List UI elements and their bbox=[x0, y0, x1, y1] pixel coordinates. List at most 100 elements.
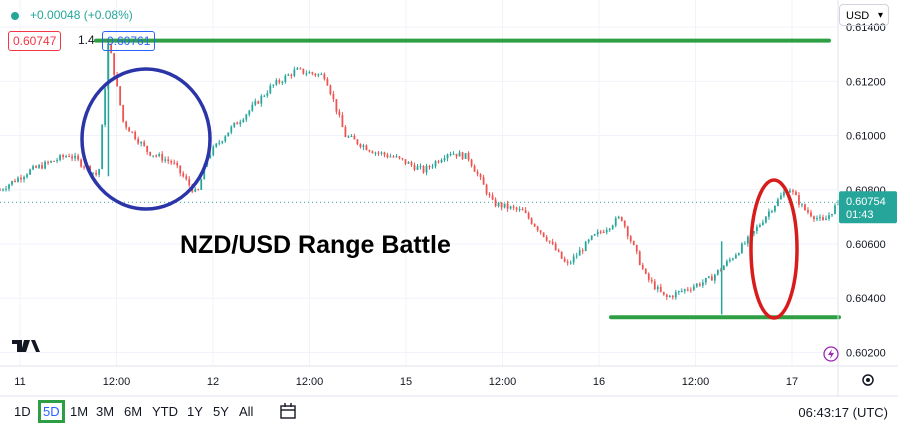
candle-body bbox=[176, 162, 179, 166]
candle-body bbox=[569, 262, 572, 264]
candle-body bbox=[599, 231, 602, 233]
x-tick-label: 11 bbox=[14, 376, 25, 388]
candle-body bbox=[371, 151, 374, 154]
red-highlight-circle bbox=[749, 178, 799, 320]
candle-body bbox=[125, 121, 128, 128]
candle-body bbox=[41, 165, 43, 169]
candle-body bbox=[653, 281, 656, 290]
candle-body bbox=[470, 159, 473, 166]
candle-body bbox=[828, 215, 830, 219]
candle-body bbox=[257, 101, 260, 104]
candle-body bbox=[813, 216, 815, 220]
candle-body bbox=[92, 172, 95, 174]
candle-body bbox=[236, 122, 239, 125]
candle-body bbox=[756, 226, 758, 232]
candle-body bbox=[662, 291, 665, 295]
candle-body bbox=[350, 136, 353, 138]
candle-body bbox=[401, 158, 404, 160]
candle-body bbox=[563, 258, 566, 262]
x-tick-label: 12 bbox=[207, 376, 219, 388]
timeframe-5d[interactable]: 5D bbox=[38, 400, 65, 423]
y-tick-label: 0.60600 bbox=[846, 239, 886, 251]
candle-body bbox=[65, 156, 67, 158]
candle-body bbox=[831, 213, 833, 216]
calendar-icon[interactable] bbox=[279, 402, 299, 425]
candle-body bbox=[491, 195, 494, 200]
y-tick-label: 0.61200 bbox=[846, 76, 886, 88]
candle-body bbox=[467, 153, 470, 160]
candle-body bbox=[128, 127, 131, 132]
candle-body bbox=[29, 169, 31, 175]
candle-body bbox=[245, 114, 248, 120]
timeframe-1m[interactable]: 1M bbox=[70, 404, 89, 419]
candle-body bbox=[575, 255, 578, 257]
price-tag-box bbox=[839, 191, 897, 224]
timeframe-1d[interactable]: 1D bbox=[14, 404, 31, 419]
bid-price[interactable]: 0.60747 bbox=[8, 31, 62, 51]
settings-icon[interactable] bbox=[862, 374, 874, 386]
candle-body bbox=[296, 68, 299, 70]
candle-body bbox=[605, 229, 608, 233]
spread-value: 1.4 bbox=[78, 33, 95, 47]
timeframe-6m[interactable]: 6M bbox=[124, 404, 143, 419]
candle-body bbox=[719, 269, 722, 271]
candle-body bbox=[392, 156, 395, 158]
candle-body bbox=[113, 53, 116, 75]
candle-body bbox=[665, 294, 668, 298]
candle-body bbox=[656, 286, 659, 290]
candle-body bbox=[26, 174, 28, 177]
candle-body bbox=[101, 124, 104, 170]
candle-body bbox=[701, 282, 704, 286]
candle-body bbox=[819, 217, 821, 219]
candle-body bbox=[260, 96, 263, 104]
candle-body bbox=[737, 253, 740, 255]
candle-body bbox=[152, 155, 155, 157]
candle-body bbox=[515, 207, 518, 210]
lightning-icon[interactable] bbox=[823, 346, 839, 362]
candle-body bbox=[500, 202, 503, 208]
candle-body bbox=[311, 72, 314, 74]
candle-body bbox=[704, 277, 707, 283]
candle-body bbox=[356, 139, 359, 145]
candle-body bbox=[377, 152, 380, 154]
candle-body bbox=[254, 101, 257, 105]
candle-body bbox=[506, 203, 509, 209]
candle-body bbox=[137, 139, 140, 144]
candle-body bbox=[434, 161, 437, 167]
candle-body bbox=[179, 165, 182, 174]
timeframe-all[interactable]: All bbox=[239, 404, 254, 419]
candle-body bbox=[674, 292, 677, 298]
candle-body bbox=[35, 166, 37, 168]
candle-body bbox=[587, 239, 590, 242]
timeframe-1y[interactable]: 1Y bbox=[187, 404, 203, 419]
candle-body bbox=[545, 236, 548, 241]
blue-highlight-circle bbox=[80, 67, 212, 211]
candle-body bbox=[182, 173, 185, 177]
candle-body bbox=[0, 189, 1, 191]
candle-body bbox=[557, 250, 560, 252]
candle-body bbox=[314, 73, 317, 76]
candle-body bbox=[404, 159, 407, 164]
candle-body bbox=[725, 261, 728, 266]
utc-clock[interactable]: 06:43:17 (UTC) bbox=[798, 405, 888, 420]
candle-body bbox=[437, 161, 440, 163]
candle-body bbox=[590, 235, 593, 240]
timeframe-ytd[interactable]: YTD bbox=[152, 404, 178, 419]
chart-title: NZD/USD Range Battle bbox=[180, 231, 451, 259]
candle-body bbox=[320, 74, 323, 76]
currency-dropdown[interactable]: USD ▾ bbox=[839, 4, 889, 26]
candle-body bbox=[161, 154, 164, 161]
candle-body bbox=[428, 166, 431, 168]
candle-body bbox=[503, 203, 506, 208]
ask-price[interactable]: 0.60761 bbox=[102, 31, 156, 51]
timeframe-3m[interactable]: 3M bbox=[96, 404, 115, 419]
candle-body bbox=[834, 205, 836, 214]
timeframe-5y[interactable]: 5Y bbox=[213, 404, 229, 419]
candle-body bbox=[677, 291, 680, 293]
candle-body bbox=[668, 295, 671, 298]
candle-body bbox=[431, 166, 434, 168]
candle-body bbox=[551, 241, 554, 244]
candle-body bbox=[380, 152, 383, 154]
candle-body bbox=[23, 176, 25, 180]
